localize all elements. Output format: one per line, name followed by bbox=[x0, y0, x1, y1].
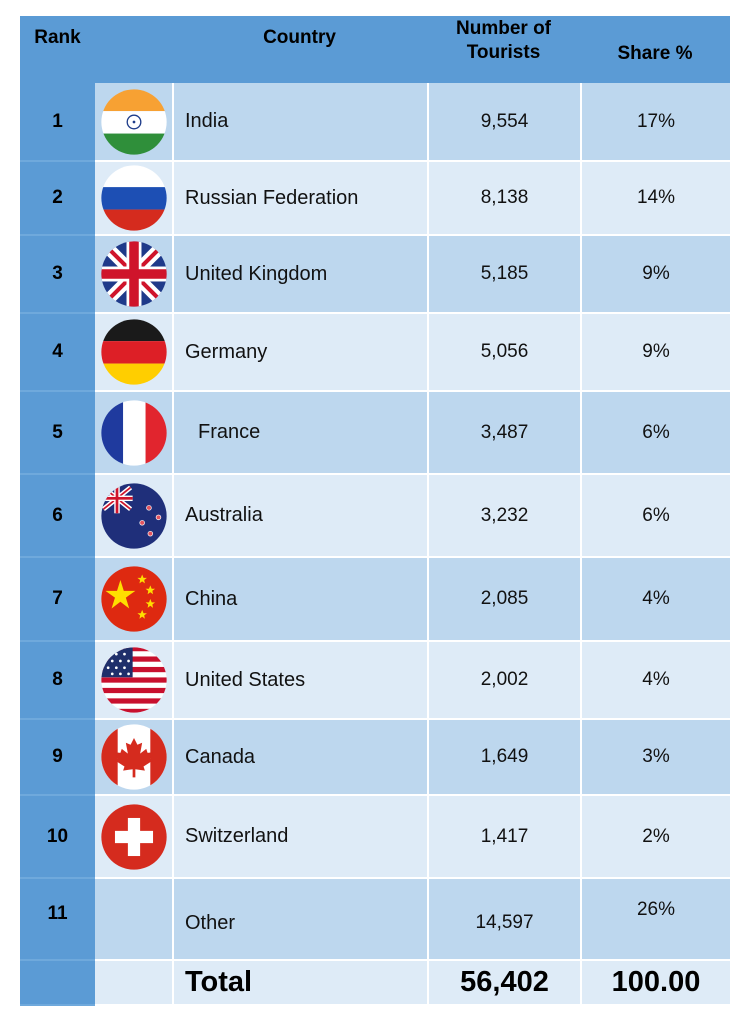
share-cell: 2% bbox=[580, 796, 730, 879]
flag-cell bbox=[95, 879, 172, 961]
tourists-cell: 9,554 bbox=[427, 83, 580, 162]
tourists-cell: 2,002 bbox=[427, 642, 580, 720]
switzerland-flag-icon bbox=[100, 803, 167, 870]
share-cell: 6% bbox=[580, 392, 730, 475]
country-cell: Russian Federation bbox=[172, 162, 427, 236]
tourists-cell: 3,232 bbox=[427, 475, 580, 558]
share-cell: 9% bbox=[580, 236, 730, 314]
share-cell: 26% bbox=[580, 879, 730, 961]
china-flag-icon bbox=[100, 566, 167, 632]
rank-cell: 2 bbox=[20, 162, 95, 236]
tourists-cell: 1,649 bbox=[427, 720, 580, 796]
tourists-cell: 14,597 bbox=[427, 879, 580, 961]
header-number-of-tourists: Number of Tourists bbox=[427, 16, 580, 83]
flag-cell bbox=[95, 236, 172, 314]
tourists-cell: 5,185 bbox=[427, 236, 580, 314]
header-number-line2: Tourists bbox=[466, 42, 541, 63]
tourists-cell: 5,056 bbox=[427, 314, 580, 392]
share-cell: 14% bbox=[580, 162, 730, 236]
share-cell: 17% bbox=[580, 83, 730, 162]
rank-cell: 7 bbox=[20, 558, 95, 642]
country-cell: United States bbox=[172, 642, 427, 720]
flag-cell bbox=[95, 558, 172, 642]
table-row: 10 Switzerland 1,417 2% bbox=[20, 796, 730, 879]
total-row: Total 56,402 100.00 bbox=[20, 961, 730, 1006]
total-tourists: 56,402 bbox=[427, 961, 580, 1006]
germany-flag-icon bbox=[100, 319, 167, 385]
tourists-cell: 1,417 bbox=[427, 796, 580, 879]
rank-cell: 4 bbox=[20, 314, 95, 392]
rank-cell-empty bbox=[20, 961, 95, 1006]
flag-cell bbox=[95, 642, 172, 720]
table-row: 1 India 9,554 17% bbox=[20, 83, 730, 162]
country-cell: Australia bbox=[172, 475, 427, 558]
uk-flag-icon bbox=[100, 241, 167, 307]
rank-cell: 3 bbox=[20, 236, 95, 314]
header-number-line1: Number of bbox=[456, 18, 551, 39]
flag-cell bbox=[95, 796, 172, 879]
flag-cell-empty bbox=[95, 961, 172, 1006]
flag-cell bbox=[95, 162, 172, 236]
total-label: Total bbox=[172, 961, 427, 1006]
tourists-cell: 2,085 bbox=[427, 558, 580, 642]
country-cell: India bbox=[172, 83, 427, 162]
table-row: 4 Germany 5,056 9% bbox=[20, 314, 730, 392]
usa-flag-icon bbox=[100, 647, 167, 713]
table-row: 2 Russian Federation 8,138 14% bbox=[20, 162, 730, 236]
tourists-cell: 3,487 bbox=[427, 392, 580, 475]
share-cell: 6% bbox=[580, 475, 730, 558]
share-cell: 9% bbox=[580, 314, 730, 392]
country-cell: Germany bbox=[172, 314, 427, 392]
canada-flag-icon bbox=[100, 724, 167, 790]
total-share: 100.00 bbox=[580, 961, 730, 1006]
rank-cell: 11 bbox=[20, 879, 95, 961]
header-share: Share % bbox=[617, 43, 693, 64]
share-cell: 4% bbox=[580, 558, 730, 642]
country-cell: Other bbox=[172, 879, 427, 961]
australia-flag-icon bbox=[100, 482, 167, 549]
table-row: 3 United Kingdom 5,185 9% bbox=[20, 236, 730, 314]
country-cell: Canada bbox=[172, 720, 427, 796]
country-cell: United Kingdom bbox=[172, 236, 427, 314]
table-row: 9 Canada 1,649 3% bbox=[20, 720, 730, 796]
country-cell: France bbox=[172, 392, 427, 475]
rank-cell: 9 bbox=[20, 720, 95, 796]
table-row: 7 China 2,085 4% bbox=[20, 558, 730, 642]
rank-cell: 1 bbox=[20, 83, 95, 162]
rank-cell: 10 bbox=[20, 796, 95, 879]
header-country: Country bbox=[263, 27, 336, 48]
table-header: Rank Country Number of Tourists Share % bbox=[20, 16, 730, 83]
flag-cell bbox=[95, 83, 172, 162]
flag-cell bbox=[95, 314, 172, 392]
flag-cell bbox=[95, 392, 172, 475]
india-flag-icon bbox=[100, 88, 167, 155]
share-cell: 4% bbox=[580, 642, 730, 720]
header-rank: Rank bbox=[34, 27, 81, 48]
rank-cell: 6 bbox=[20, 475, 95, 558]
share-cell: 3% bbox=[580, 720, 730, 796]
rank-cell: 8 bbox=[20, 642, 95, 720]
tourists-cell: 8,138 bbox=[427, 162, 580, 236]
rank-cell: 5 bbox=[20, 392, 95, 475]
table-row: 6 Australia 3,232 bbox=[20, 475, 730, 558]
france-flag-icon bbox=[100, 399, 167, 466]
table-row: 8 bbox=[20, 642, 730, 720]
country-cell: China bbox=[172, 558, 427, 642]
table-row: 5 France 3,487 6% bbox=[20, 392, 730, 475]
flag-cell bbox=[95, 475, 172, 558]
russia-flag-icon bbox=[100, 165, 167, 231]
flag-cell bbox=[95, 720, 172, 796]
table-row: 11 Other 14,597 26% bbox=[20, 879, 730, 961]
country-cell: Switzerland bbox=[172, 796, 427, 879]
